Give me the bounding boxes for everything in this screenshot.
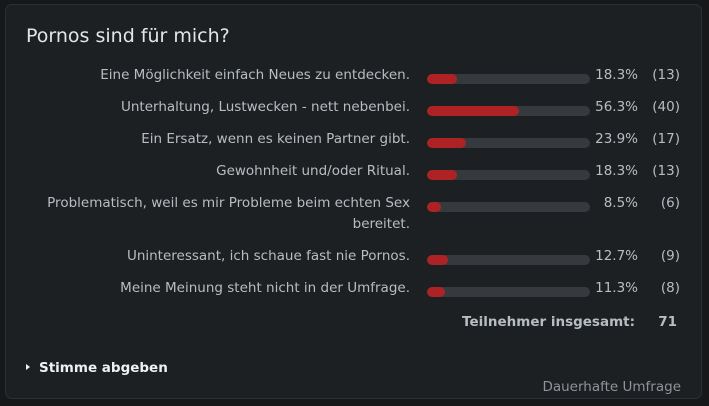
- option-count: (13): [652, 67, 680, 83]
- option-percent: 18.3%: [595, 67, 638, 83]
- result-bar-fill: [427, 202, 441, 212]
- result-bar-fill: [427, 74, 457, 84]
- option-count: (17): [652, 131, 680, 147]
- option-label: Eine Möglichkeit einfach Neues zu entdec…: [100, 67, 410, 83]
- option-label: Unterhaltung, Lustwecken - nett nebenbei…: [120, 99, 410, 115]
- result-bar-fill: [427, 170, 457, 180]
- result-bar-fill: [427, 138, 466, 148]
- result-bar-track: [427, 74, 590, 84]
- poll-title: Pornos sind für mich?: [26, 25, 230, 47]
- option-count: (6): [660, 195, 680, 211]
- result-bar-track: [427, 287, 590, 297]
- total-participants-label: Teilnehmer insgesamt:: [462, 314, 635, 330]
- option-percent: 18.3%: [595, 163, 638, 179]
- result-bar-track: [427, 170, 590, 180]
- total-participants-value: 71: [658, 314, 677, 330]
- option-percent: 12.7%: [595, 248, 638, 264]
- option-count: (40): [652, 99, 680, 115]
- poll-panel: Pornos sind für mich? Eine Möglichkeit e…: [5, 4, 702, 399]
- result-bar-track: [427, 255, 590, 265]
- option-label: Gewohnheit und/oder Ritual.: [216, 163, 410, 179]
- caret-right-icon: [26, 364, 30, 370]
- option-count: (9): [660, 248, 680, 264]
- option-label: Meine Meinung steht nicht in der Umfrage…: [120, 280, 410, 296]
- option-label: Ein Ersatz, wenn es keinen Partner gibt.: [141, 131, 410, 147]
- option-label: Problematisch, weil es mir Probleme beim…: [47, 195, 410, 232]
- result-bar-fill: [427, 255, 448, 265]
- option-percent: 11.3%: [595, 280, 638, 296]
- option-count: (8): [660, 280, 680, 296]
- option-label: Uninteressant, ich schaue fast nie Porno…: [126, 248, 410, 264]
- result-bar-fill: [427, 106, 519, 116]
- option-percent: 8.5%: [603, 195, 638, 211]
- result-bar-track: [427, 106, 590, 116]
- result-bar-track: [427, 138, 590, 148]
- option-percent: 56.3%: [595, 99, 638, 115]
- result-bar-track: [427, 202, 590, 212]
- option-percent: 23.9%: [595, 131, 638, 147]
- result-bar-fill: [427, 287, 446, 297]
- poll-type-note: Dauerhafte Umfrage: [542, 379, 681, 395]
- option-count: (13): [652, 163, 680, 179]
- vote-toggle-button[interactable]: Stimme abgeben: [26, 360, 168, 376]
- vote-toggle-label: Stimme abgeben: [39, 360, 168, 376]
